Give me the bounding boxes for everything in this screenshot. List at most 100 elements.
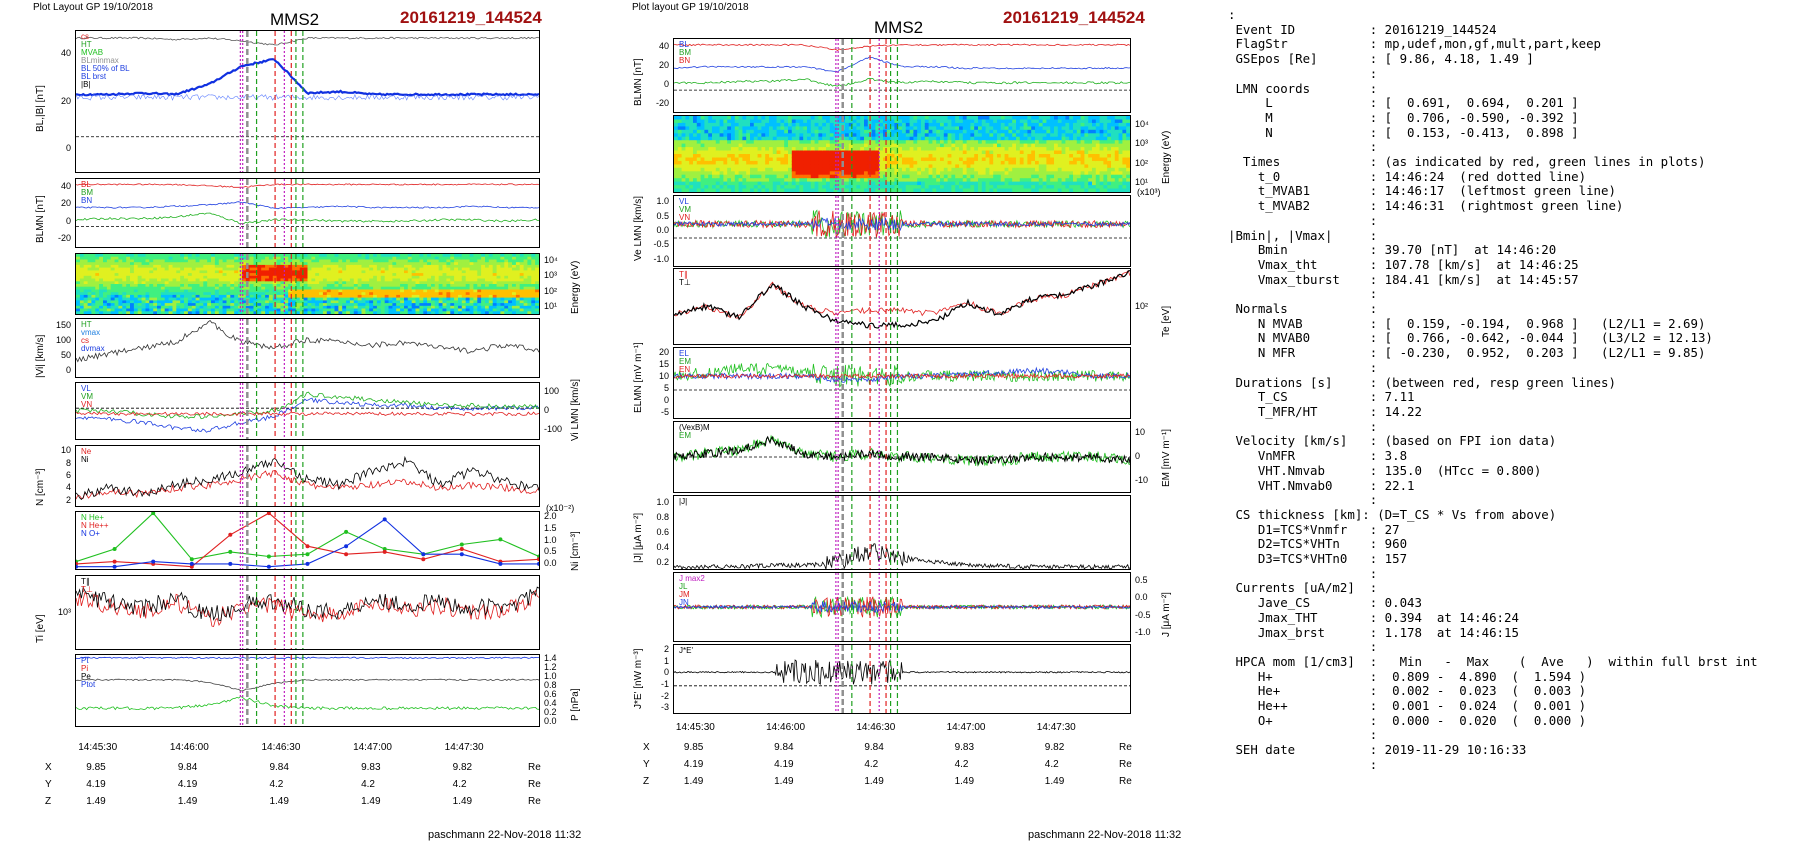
- spectrogram-cell: [268, 286, 274, 290]
- spectrogram-cell: [527, 297, 532, 301]
- spectrogram-cell: [750, 116, 755, 121]
- spectrogram-cell: [966, 126, 971, 131]
- spectrogram-cell: [465, 278, 471, 282]
- spectrogram-cell: [130, 294, 135, 299]
- spectrogram-cell: [883, 178, 888, 183]
- spectrogram-cell: [772, 143, 778, 148]
- spectrogram-cell: [1012, 174, 1017, 179]
- spectrogram-cell: [993, 150, 998, 155]
- spectrogram-cell: [693, 140, 698, 145]
- spectrogram-cell: [346, 294, 351, 299]
- spectrogram-cell: [769, 133, 774, 138]
- spectrogram-cell: [504, 262, 509, 266]
- spectrogram-cell: [799, 150, 804, 155]
- spectrogram-cell: [959, 136, 964, 141]
- spectrogram-cell: [810, 150, 816, 155]
- position-value: 1.49: [269, 796, 289, 807]
- spectrogram-cell: [357, 281, 363, 285]
- series-line: [76, 411, 539, 417]
- spectrogram-cell: [924, 181, 930, 186]
- spectrogram-cell: [928, 136, 933, 141]
- spectrogram-cell: [342, 275, 347, 280]
- position-value: 1.49: [86, 796, 106, 807]
- spectrogram-cell: [265, 289, 270, 293]
- spectrogram-cell: [199, 270, 204, 274]
- spectrogram-cell: [211, 305, 216, 310]
- spectrogram-cell: [99, 267, 104, 271]
- spectrogram-cell: [184, 289, 189, 293]
- plot-area: [76, 446, 539, 506]
- spectrogram-cell: [519, 273, 525, 277]
- spectrogram-cell: [727, 133, 732, 138]
- spectrogram-cell: [450, 303, 455, 307]
- spectrogram-cell: [226, 267, 231, 271]
- spectrogram-cell: [795, 126, 800, 131]
- spectrogram-cell: [353, 300, 359, 304]
- spectrogram-cell: [214, 259, 220, 263]
- spectrogram-cell: [268, 264, 274, 269]
- legend-entry: cs: [81, 336, 89, 345]
- spectrogram-cell: [943, 174, 949, 179]
- spectrogram-cell: [404, 284, 409, 288]
- spectrogram-cell: [454, 275, 459, 280]
- spectrogram-cell: [218, 278, 224, 282]
- spectrogram-cell: [91, 275, 96, 280]
- spectrogram-cell: [79, 270, 85, 274]
- spectrogram-cell: [207, 311, 212, 314]
- spectrogram-cell: [334, 305, 339, 310]
- spectrogram-cell: [902, 116, 907, 121]
- spectrogram-cell: [769, 157, 774, 162]
- spectrogram-cell: [940, 188, 945, 192]
- spectrogram-cell: [685, 129, 690, 134]
- spectrogram-cell: [883, 157, 888, 162]
- spectrogram-cell: [330, 278, 336, 282]
- spectrogram-cell: [222, 300, 228, 304]
- spectrogram-cell: [894, 129, 899, 134]
- spectrogram-cell: [902, 140, 907, 145]
- spectrogram-cell: [527, 292, 532, 296]
- spectrogram-cell: [875, 119, 880, 124]
- spectrogram-cell: [981, 178, 987, 183]
- spectrogram-cell: [145, 292, 150, 296]
- spectrogram-cell: [380, 254, 386, 258]
- spectrogram-cell: [211, 259, 216, 263]
- spectrogram-cell: [909, 174, 914, 179]
- spectrogram-cell: [396, 281, 401, 285]
- spectrogram-cell: [677, 164, 683, 169]
- spectrogram-cell: [932, 126, 937, 131]
- spectrogram-cell: [357, 273, 363, 277]
- spectrogram-cell: [214, 300, 220, 304]
- spectrogram-cell: [696, 150, 702, 155]
- spectrogram-cell: [753, 150, 759, 155]
- legend-entry: BL brst: [81, 72, 107, 81]
- spectrogram-cell: [334, 292, 339, 296]
- spectrogram-cell: [369, 278, 374, 282]
- spectrogram-cell: [407, 262, 413, 266]
- spectrogram-cell: [879, 147, 884, 152]
- spectrogram-cell: [458, 311, 463, 314]
- spectrogram-cell: [531, 264, 536, 269]
- spectrogram-cell: [727, 126, 732, 131]
- spectrogram-cell: [365, 300, 370, 304]
- spectrogram-cell: [708, 147, 713, 152]
- spectrogram-cell: [427, 273, 432, 277]
- spectrogram-cell: [704, 119, 709, 124]
- spectrogram-cell: [940, 160, 945, 165]
- spectrogram-cell: [434, 273, 440, 277]
- spectrogram-cell: [149, 256, 154, 260]
- spectrogram-cell: [742, 129, 747, 134]
- spectrogram-cell: [207, 254, 212, 258]
- spectrogram-cell: [346, 289, 351, 293]
- spectrogram-cell: [83, 275, 89, 280]
- spectrogram-cell: [369, 254, 374, 258]
- spectrogram-cell: [746, 133, 751, 138]
- series-line: [76, 201, 539, 210]
- spectrogram-cell: [411, 297, 417, 301]
- spectrogram-cell: [856, 126, 861, 131]
- spectrogram-cell: [905, 140, 911, 145]
- spectrogram-cell: [841, 147, 846, 152]
- spectrogram-cell: [917, 119, 922, 124]
- spectrogram-cell: [856, 136, 861, 141]
- spectrogram-cell: [469, 264, 475, 269]
- spectrogram-cell: [461, 270, 467, 274]
